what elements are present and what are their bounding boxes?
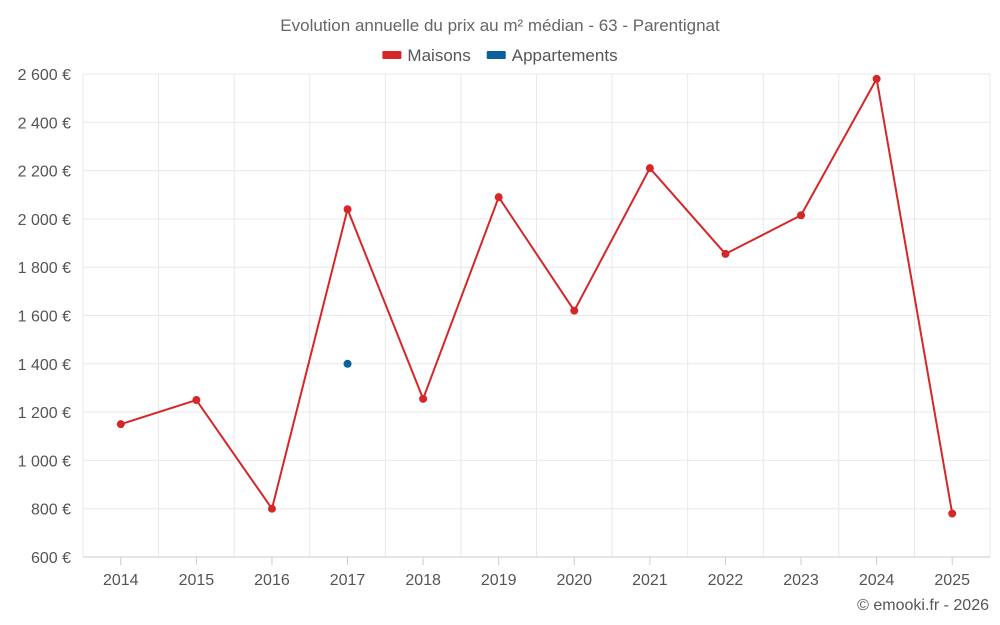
y-tick-label: 2 000 € bbox=[18, 212, 71, 229]
x-tick-label: 2015 bbox=[179, 572, 215, 589]
legend: Maisons Appartements bbox=[382, 46, 618, 65]
series-line-maisons bbox=[120, 77, 954, 514]
data-point-maisons[interactable] bbox=[645, 164, 654, 173]
data-point-maisons[interactable] bbox=[570, 306, 579, 315]
data-point-maisons[interactable] bbox=[116, 420, 125, 429]
x-tick-label: 2020 bbox=[556, 572, 592, 589]
y-tick-label: 1 000 € bbox=[18, 453, 71, 470]
y-tick-label: 1 400 € bbox=[18, 357, 71, 374]
y-tick-label: 1 600 € bbox=[18, 309, 71, 326]
y-tick-label: 1 200 € bbox=[18, 405, 71, 422]
y-tick-label: 2 400 € bbox=[18, 115, 71, 132]
x-tick-label: 2019 bbox=[481, 572, 517, 589]
data-point-maisons[interactable] bbox=[419, 394, 428, 403]
x-tick-label: 2024 bbox=[859, 572, 895, 589]
data-point-maisons[interactable] bbox=[721, 249, 730, 258]
x-tick-label: 2018 bbox=[405, 572, 441, 589]
x-tick-label: 2022 bbox=[708, 572, 744, 589]
y-tick-label: 1 800 € bbox=[18, 260, 71, 277]
data-point-maisons[interactable] bbox=[343, 205, 352, 214]
data-point-maisons[interactable] bbox=[192, 396, 201, 405]
axes: 600 € 800 € 1 000 € 1 200 € 1 400 € 1 600 € 1 … bbox=[18, 67, 990, 589]
legend-label-appartements[interactable]: Appartements bbox=[512, 46, 618, 65]
x-tick-label: 2023 bbox=[783, 572, 819, 589]
series-layer bbox=[116, 74, 957, 518]
data-point-maisons[interactable] bbox=[948, 509, 957, 518]
data-point-maisons[interactable] bbox=[494, 193, 503, 202]
data-point-maisons[interactable] bbox=[267, 504, 276, 513]
x-tick-label: 2016 bbox=[254, 572, 290, 589]
data-point-maisons[interactable] bbox=[797, 211, 806, 220]
legend-swatch-appartements bbox=[486, 51, 506, 59]
data-point-appartements[interactable] bbox=[343, 359, 352, 368]
data-point-maisons[interactable] bbox=[872, 74, 881, 83]
x-tick-label: 2017 bbox=[330, 572, 366, 589]
x-tick-label: 2014 bbox=[103, 572, 139, 589]
x-tick-label: 2025 bbox=[934, 572, 970, 589]
chart-title: Evolution annuelle du prix au m² médian … bbox=[280, 16, 720, 35]
y-tick-label: 2 600 € bbox=[18, 67, 71, 84]
legend-swatch-maisons bbox=[382, 51, 402, 59]
y-tick-label: 2 200 € bbox=[18, 164, 71, 181]
chart-credit: © emooki.fr - 2026 bbox=[857, 597, 989, 614]
grid bbox=[82, 73, 991, 557]
y-tick-label: 800 € bbox=[31, 502, 71, 519]
y-tick-label: 600 € bbox=[31, 550, 71, 567]
x-tick-label: 2021 bbox=[632, 572, 668, 589]
legend-label-maisons[interactable]: Maisons bbox=[407, 46, 470, 65]
